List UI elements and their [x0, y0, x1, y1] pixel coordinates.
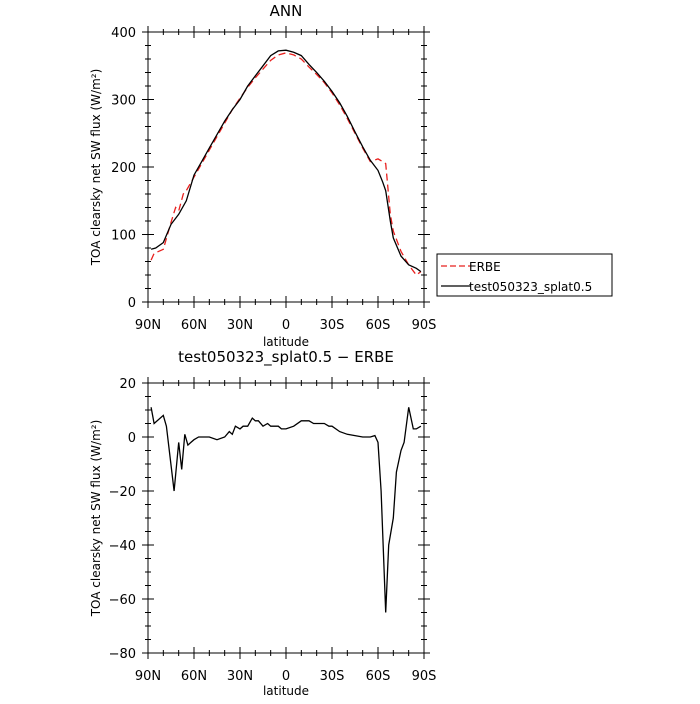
- x-tick-label: 90S: [412, 318, 437, 333]
- plot-frame: [147, 31, 425, 303]
- x-tick-label: 30S: [320, 669, 345, 684]
- series-line-test050323-splat0-5: [150, 49, 422, 273]
- x-axis-label: latitude: [263, 684, 309, 698]
- y-tick-label: 200: [111, 161, 136, 176]
- series-line-series-1: [150, 407, 422, 613]
- series-line-erbe: [150, 52, 422, 276]
- legend-label: ERBE: [469, 260, 501, 274]
- x-tick-label: 30S: [320, 318, 345, 333]
- legend-label: test050323_splat0.5: [469, 280, 592, 294]
- y-tick-label: 20: [119, 377, 136, 392]
- x-tick-label: 60N: [181, 669, 207, 684]
- y-tick-label: 100: [111, 229, 136, 244]
- x-tick-label: 90S: [412, 669, 437, 684]
- y-axis-label: TOA clearsky net SW flux (W/m²): [89, 420, 103, 618]
- x-tick-label: 0: [282, 669, 290, 684]
- x-tick-label: 90N: [135, 318, 161, 333]
- y-tick-label: 0: [128, 431, 136, 446]
- legend-box: [436, 253, 613, 297]
- x-tick-label: 60S: [366, 318, 391, 333]
- x-tick-label: 30N: [227, 669, 253, 684]
- x-tick-label: 90N: [135, 669, 161, 684]
- y-tick-label: 0: [128, 296, 136, 311]
- x-axis-label: latitude: [263, 335, 309, 349]
- y-tick-label: −60: [109, 593, 136, 608]
- y-tick-label: −80: [109, 647, 136, 662]
- y-tick-label: −40: [109, 539, 136, 554]
- x-tick-label: 30N: [227, 318, 253, 333]
- x-tick-label: 60S: [366, 669, 391, 684]
- y-tick-label: 400: [111, 26, 136, 41]
- chart-annual-flux: ANN 90N 60N 30N 0 30S 60S 90S 0 100 200 300 400 latit…: [89, 2, 613, 349]
- x-tick-label: 60N: [181, 318, 207, 333]
- chart-title: test050323_splat0.5 − ERBE: [178, 348, 394, 367]
- y-tick-label: −20: [109, 485, 136, 500]
- chart-title: ANN: [270, 2, 303, 20]
- y-axis-label: TOA clearsky net SW flux (W/m²): [89, 69, 103, 267]
- x-tick-label: 0: [282, 318, 290, 333]
- legend: ERBE test050323_splat0.5: [436, 253, 613, 297]
- y-tick-label: 300: [111, 94, 136, 109]
- chart-difference: test050323_splat0.5 − ERBE 90N 60N 30N 0 30S 6…: [89, 348, 436, 698]
